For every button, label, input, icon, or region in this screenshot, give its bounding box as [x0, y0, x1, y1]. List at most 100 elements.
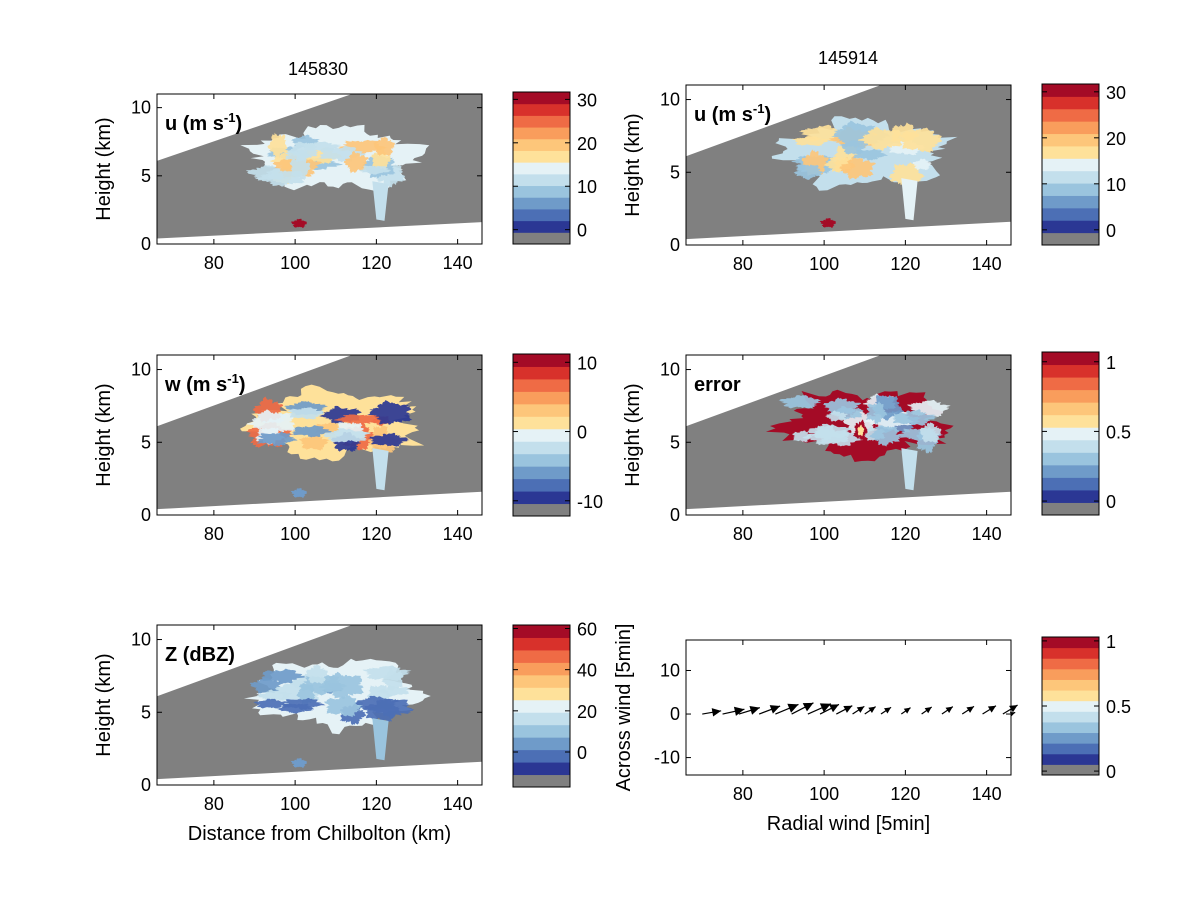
y-axis-label: Height (km)	[93, 653, 115, 756]
echo-patch	[324, 695, 364, 718]
colorbar-bin	[1042, 658, 1099, 670]
x-tick-label: 120	[890, 254, 920, 274]
y-axis-label: Height (km)	[93, 383, 115, 486]
colorbar-bin	[513, 150, 570, 163]
y-axis-label: Height (km)	[93, 117, 115, 220]
colorbar: 0 10 20 30	[512, 90, 597, 245]
echo-patch	[290, 425, 333, 438]
wind-vector-head	[787, 703, 799, 713]
echo-patch	[852, 148, 889, 161]
echo-patch	[824, 156, 853, 173]
colorbar: 0 10 20 30	[1041, 83, 1126, 246]
echo-low-level	[290, 488, 307, 498]
colorbar-tick-label: 1	[1106, 632, 1116, 652]
echo-patch	[343, 150, 369, 174]
x-tick-label: 140	[972, 254, 1002, 274]
panel-u-145914: 80 100 120 140 0 5 10 Height (km) u (m s-1) 0 10 20…	[622, 83, 1126, 274]
x-tick-label: 140	[972, 524, 1002, 544]
y-tick-label: 5	[141, 702, 151, 722]
wind-vector-head	[711, 708, 722, 717]
colorbar-tick-label: 0	[1106, 492, 1116, 512]
echo-patch	[289, 155, 311, 181]
colorbar-bin	[1042, 121, 1099, 135]
y-tick-label: 5	[670, 162, 680, 182]
colorbar-tick-label: 0	[1106, 762, 1116, 782]
colorbar-bin	[1042, 732, 1099, 744]
colorbar-bin	[513, 466, 570, 480]
wind-vector-head	[733, 706, 745, 716]
colorbar-bin	[513, 712, 570, 726]
colorbar-tick-label: 10	[577, 353, 597, 373]
colorbar-tick-label: 60	[577, 619, 597, 639]
colorbar-bin	[513, 674, 570, 688]
colorbar-bin	[513, 762, 570, 776]
colorbar-bin	[1042, 364, 1099, 378]
axes-frame	[685, 84, 1012, 246]
wind-vector-head	[987, 705, 997, 713]
colorbar-bin	[1042, 464, 1099, 478]
colorbar-tick-label: 0.5	[1106, 697, 1131, 717]
echo-patch	[249, 677, 283, 694]
colorbar-bin	[513, 478, 570, 492]
echo-patch	[318, 671, 364, 700]
colorbar-bin	[513, 366, 570, 380]
echo-patch	[253, 698, 287, 709]
echo-tail	[901, 178, 918, 221]
echo-patch	[256, 431, 298, 447]
colorbar-bin	[1042, 753, 1099, 765]
colorbar-tick-label: 20	[577, 134, 597, 154]
colorbar-bin	[513, 503, 570, 517]
y-tick-label: 0	[141, 234, 151, 254]
wind-vector-head	[924, 706, 932, 714]
colorbar-tick-label: 20	[1106, 129, 1126, 149]
y-tick-label: 0	[670, 505, 680, 525]
y-tick-label: 10	[660, 660, 680, 680]
panel-label-superscript: -1	[224, 110, 236, 125]
wind-vector-head	[843, 705, 853, 713]
wind-vector-head	[819, 703, 831, 713]
y-tick-label: 0	[670, 235, 680, 255]
y-tick-label: 10	[131, 98, 151, 118]
panel-label: u (m s-1)	[165, 110, 242, 135]
echo-patch	[899, 127, 943, 153]
echo-patch	[281, 697, 326, 710]
y-axis-label: Height (km)	[622, 113, 644, 216]
echo-patch	[284, 149, 313, 163]
x-tick-label: 100	[809, 784, 839, 804]
colorbar-bin	[513, 774, 570, 788]
timestamp-title-left: 145830	[288, 59, 348, 79]
colorbar-tick-label: 0	[577, 743, 587, 763]
colorbar-bin	[1042, 352, 1099, 366]
colorbar-bin	[1042, 452, 1099, 466]
echo-patch	[259, 668, 306, 684]
x-tick-label: 100	[809, 524, 839, 544]
colorbar-bin	[1042, 84, 1099, 97]
colorbar-bin	[1042, 764, 1099, 776]
echo-patch	[866, 401, 888, 425]
colorbar-bin	[1042, 690, 1099, 702]
colorbar-bin	[513, 354, 570, 367]
error-peak-core	[857, 424, 865, 437]
echo-patch	[888, 409, 938, 426]
x-tick-label: 140	[972, 784, 1002, 804]
colorbar-bin	[1042, 402, 1099, 416]
colorbar-bin	[513, 403, 570, 417]
colorbar-bin	[513, 378, 570, 392]
colorbar-bin	[513, 687, 570, 701]
timestamp-title-right: 145914	[818, 48, 878, 68]
echo-low-level	[290, 758, 307, 768]
echo-patch	[323, 428, 372, 443]
panel-label-close: )	[764, 104, 771, 126]
colorbar-bin	[1042, 96, 1099, 110]
panel-label: error	[694, 374, 741, 396]
colorbar-bin	[513, 637, 570, 651]
axes-frame	[685, 354, 1012, 516]
echo-patch	[362, 665, 412, 681]
colorbar-bin	[1042, 700, 1099, 712]
colorbar-bin	[1042, 647, 1099, 659]
axes-frame	[156, 93, 483, 245]
echo-patch	[792, 430, 812, 443]
echo-patch	[792, 136, 831, 146]
colorbar-bin	[1042, 721, 1099, 734]
colorbar-bin	[1042, 637, 1099, 649]
